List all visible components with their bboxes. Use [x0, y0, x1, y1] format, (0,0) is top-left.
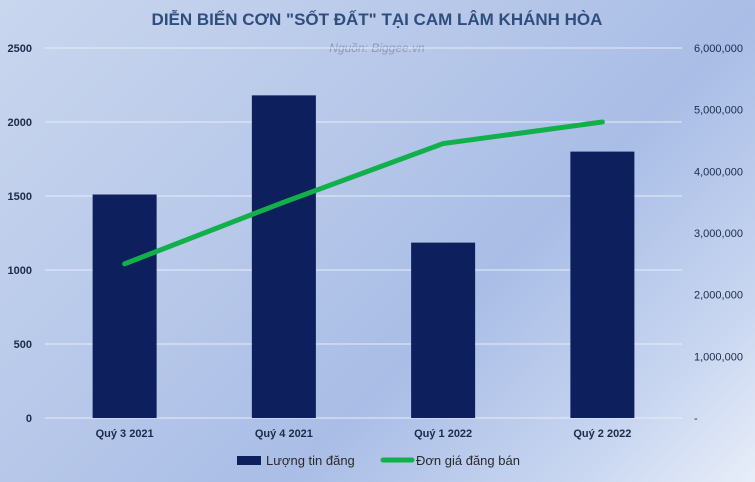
x-axis-tick-label: Quý 4 2021 — [255, 428, 313, 440]
x-axis-tick-label: Quý 2 2022 — [573, 428, 631, 440]
chart-title: DIỄN BIẾN CƠN "SỐT ĐẤT" TẠI CAM LÂM KHÁN… — [152, 9, 603, 29]
left-axis-tick-label: 2000 — [8, 117, 32, 129]
legend-swatch-bar — [237, 456, 261, 465]
right-axis-tick-label: - — [694, 413, 698, 425]
left-axis-tick-label: 0 — [26, 413, 32, 425]
legend: Lượng tin đăng Đơn giá đăng bán — [237, 453, 520, 468]
right-axis-ticks: - 1,000,000 2,000,000 3,000,000 4,000,000 5,0… — [694, 43, 743, 425]
x-axis-tick-label: Quý 3 2021 — [96, 428, 154, 440]
x-axis-ticks: Quý 3 2021 Quý 4 2021 Quý 1 2022 Quý 2 2022 — [96, 428, 632, 440]
bar — [251, 95, 316, 419]
right-axis-tick-label: 5,000,000 — [694, 105, 743, 117]
left-axis-tick-label: 1000 — [8, 265, 32, 277]
right-axis-tick-label: 3,000,000 — [694, 228, 743, 240]
right-axis-tick-label: 1,000,000 — [694, 351, 743, 363]
series-line — [122, 119, 605, 267]
left-axis-tick-label: 2500 — [8, 43, 32, 55]
right-axis-tick-label: 2,000,000 — [694, 290, 743, 302]
left-axis-tick-label: 1500 — [8, 191, 32, 203]
legend-label-line: Đơn giá đăng bán — [416, 453, 520, 468]
legend-label-bar: Lượng tin đăng — [266, 453, 355, 468]
bar — [570, 151, 635, 418]
bar-series — [92, 95, 635, 419]
left-axis-ticks: 0 500 1000 1500 2000 2500 — [8, 43, 32, 425]
bar — [411, 242, 476, 418]
right-axis-tick-label: 4,000,000 — [694, 166, 743, 178]
x-axis-tick-label: Quý 1 2022 — [414, 428, 472, 440]
line-series — [122, 119, 605, 267]
bar — [92, 194, 157, 418]
left-axis-tick-label: 500 — [14, 339, 32, 351]
right-axis-tick-label: 6,000,000 — [694, 43, 743, 55]
